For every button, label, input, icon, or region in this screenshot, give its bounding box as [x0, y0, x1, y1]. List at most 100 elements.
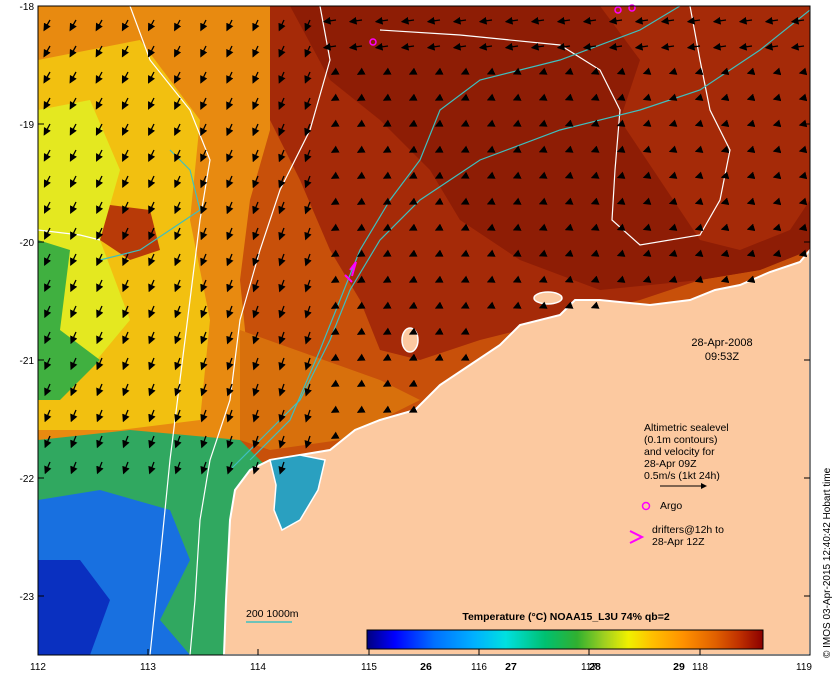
velocity-arrow [590, 171, 600, 179]
velocity-arrow [69, 19, 77, 32]
velocity-arrow [96, 175, 104, 188]
velocity-arrow [70, 383, 78, 397]
velocity-arrow [278, 201, 286, 215]
velocity-arrow [434, 223, 444, 231]
velocity-arrow [642, 223, 652, 231]
velocity-arrow [590, 301, 600, 309]
velocity-arrow [148, 97, 156, 110]
velocity-arrow [200, 331, 208, 345]
argo-marker [369, 38, 377, 46]
velocity-arrow [96, 383, 104, 397]
velocity-arrow [69, 45, 77, 58]
velocity-arrow [252, 435, 260, 449]
velocity-arrow [434, 93, 444, 101]
velocity-arrow [694, 119, 704, 127]
velocity-arrow [200, 45, 208, 58]
velocity-arrow [252, 331, 260, 345]
velocity-arrow [200, 435, 208, 449]
velocity-arrow [582, 42, 597, 51]
velocity-arrow [226, 305, 234, 319]
velocity-arrow [556, 42, 571, 51]
velocity-arrow [44, 305, 52, 319]
velocity-arrow [564, 119, 574, 127]
velocity-arrow [434, 353, 444, 361]
velocity-arrow [95, 97, 103, 110]
velocity-arrow [200, 383, 208, 397]
velocity-arrow [486, 301, 496, 309]
velocity-arrow [712, 16, 727, 25]
velocity-arrow [382, 171, 392, 179]
velocity-arrow [96, 227, 104, 240]
velocity-arrow [200, 149, 208, 163]
velocity-arrow [122, 305, 130, 319]
velocity-arrow [382, 327, 392, 335]
velocity-arrow [278, 305, 286, 319]
lon-label: 114 [250, 662, 266, 673]
velocity-arrow [304, 227, 312, 241]
velocity-arrow [772, 249, 782, 258]
velocity-arrow [226, 201, 234, 215]
argo-legend-label: Argo [660, 500, 682, 512]
velocity-arrow [512, 93, 522, 101]
velocity-arrow [122, 123, 130, 136]
velocity-arrow [400, 42, 415, 51]
velocity-arrow [530, 42, 545, 51]
velocity-arrow [642, 275, 652, 283]
velocity-arrow [278, 227, 286, 241]
argo-floats [369, 4, 636, 46]
velocity-arrow [174, 357, 182, 371]
velocity-arrow [70, 461, 78, 475]
velocity-arrow [452, 16, 467, 25]
velocity-arrow [686, 16, 701, 25]
lon-label: 118 [692, 662, 708, 673]
velocity-arrow [798, 67, 808, 76]
velocity-arrow [44, 357, 52, 371]
velocity-arrow [174, 71, 182, 84]
velocity-arrow [322, 42, 337, 51]
velocity-arrow [590, 145, 600, 153]
velocity-arrow [174, 435, 182, 449]
velocity-arrow [642, 249, 652, 257]
velocity-arrow [408, 223, 418, 231]
velocity-arrow [616, 249, 626, 257]
velocity-arrow [590, 249, 600, 257]
velocity-arrow [382, 301, 392, 309]
velocity-arrow [764, 16, 779, 25]
velocity-arrow [720, 171, 730, 180]
velocity-arrow [226, 175, 234, 189]
velocity-arrow [642, 119, 652, 127]
velocity-arrow [538, 93, 548, 101]
velocity-arrow [122, 175, 130, 188]
velocity-arrow [374, 16, 389, 25]
lon-label: 119 [796, 662, 812, 673]
velocity-arrow [668, 223, 678, 231]
velocity-arrow [44, 461, 52, 475]
velocity-arrow [330, 249, 340, 257]
velocity-arrow [408, 249, 418, 257]
velocity-arrow [798, 145, 808, 154]
velocity-arrow [382, 197, 392, 205]
altimetry-legend-line: (0.1m contours) [644, 434, 718, 446]
velocity-arrow [252, 383, 260, 397]
velocity-arrow [304, 435, 312, 449]
velocity-arrow [746, 223, 756, 232]
velocity-arrow [200, 175, 208, 189]
velocity-arrow [668, 171, 678, 179]
altimetry-legend-line: and velocity for [644, 446, 715, 458]
velocity-arrow [772, 93, 782, 102]
velocity-arrow [70, 409, 78, 423]
velocity-arrow [278, 357, 286, 371]
velocity-arrow [278, 331, 286, 345]
velocity-arrow [720, 145, 730, 154]
velocity-arrow [122, 435, 130, 449]
map-panel [38, 6, 810, 655]
velocity-arrow [694, 67, 704, 75]
sst-green-patch [38, 240, 100, 400]
velocity-arrow [356, 67, 366, 75]
velocity-arrow [96, 201, 104, 214]
velocity-arrow [694, 145, 704, 153]
colorbar-tick: 27 [505, 661, 517, 673]
velocity-arrow [408, 119, 418, 127]
velocity-arrow [382, 223, 392, 231]
sealevel-contours [38, 6, 731, 655]
